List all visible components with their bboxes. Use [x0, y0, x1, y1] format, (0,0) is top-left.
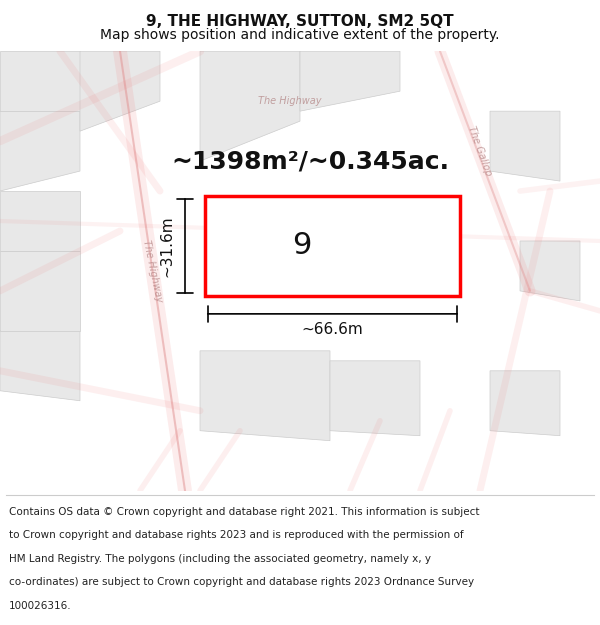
- Text: Map shows position and indicative extent of the property.: Map shows position and indicative extent…: [100, 28, 500, 42]
- Polygon shape: [0, 191, 80, 251]
- Polygon shape: [520, 241, 580, 301]
- Polygon shape: [490, 111, 560, 181]
- Text: to Crown copyright and database rights 2023 and is reproduced with the permissio: to Crown copyright and database rights 2…: [9, 530, 464, 540]
- Text: 9: 9: [292, 231, 311, 261]
- Bar: [205, 196, 460, 296]
- Polygon shape: [0, 111, 80, 191]
- Text: The Highway: The Highway: [258, 96, 322, 106]
- Text: ~1398m²/~0.345ac.: ~1398m²/~0.345ac.: [171, 149, 449, 173]
- Polygon shape: [0, 251, 80, 331]
- Text: ~31.6m: ~31.6m: [160, 215, 175, 277]
- Polygon shape: [300, 51, 400, 111]
- Polygon shape: [0, 331, 80, 401]
- Polygon shape: [490, 371, 560, 436]
- Text: The Highway: The Highway: [140, 239, 163, 303]
- Text: 100026316.: 100026316.: [9, 601, 71, 611]
- Text: The Gallop: The Gallop: [466, 125, 494, 177]
- Text: HM Land Registry. The polygons (including the associated geometry, namely x, y: HM Land Registry. The polygons (includin…: [9, 554, 431, 564]
- Text: 9, THE HIGHWAY, SUTTON, SM2 5QT: 9, THE HIGHWAY, SUTTON, SM2 5QT: [146, 14, 454, 29]
- Polygon shape: [330, 361, 420, 436]
- Polygon shape: [200, 51, 300, 161]
- Polygon shape: [200, 351, 330, 441]
- Polygon shape: [80, 51, 160, 131]
- Text: co-ordinates) are subject to Crown copyright and database rights 2023 Ordnance S: co-ordinates) are subject to Crown copyr…: [9, 578, 474, 587]
- Polygon shape: [0, 51, 80, 111]
- Text: Contains OS data © Crown copyright and database right 2021. This information is : Contains OS data © Crown copyright and d…: [9, 507, 479, 517]
- Text: ~66.6m: ~66.6m: [302, 322, 364, 338]
